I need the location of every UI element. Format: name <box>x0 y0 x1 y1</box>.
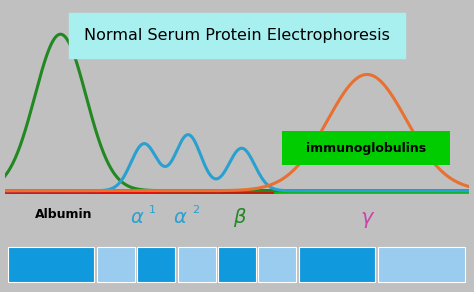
Text: β: β <box>233 208 246 227</box>
Text: α: α <box>131 208 144 227</box>
Bar <box>378 247 465 282</box>
Text: labpedia.net: labpedia.net <box>397 268 462 279</box>
Text: immunoglobulins: immunoglobulins <box>306 142 426 155</box>
Bar <box>218 247 256 282</box>
Text: Normal Serum Protein Electrophoresis: Normal Serum Protein Electrophoresis <box>84 28 390 43</box>
Bar <box>137 247 175 282</box>
Text: α: α <box>174 208 187 227</box>
Text: Albumin: Albumin <box>35 208 92 221</box>
Bar <box>299 247 375 282</box>
Bar <box>178 247 216 282</box>
Bar <box>97 247 135 282</box>
Text: 2: 2 <box>192 206 200 215</box>
Text: 1: 1 <box>149 206 156 215</box>
Text: γ: γ <box>361 208 373 228</box>
Bar <box>258 247 296 282</box>
Bar <box>9 247 94 282</box>
